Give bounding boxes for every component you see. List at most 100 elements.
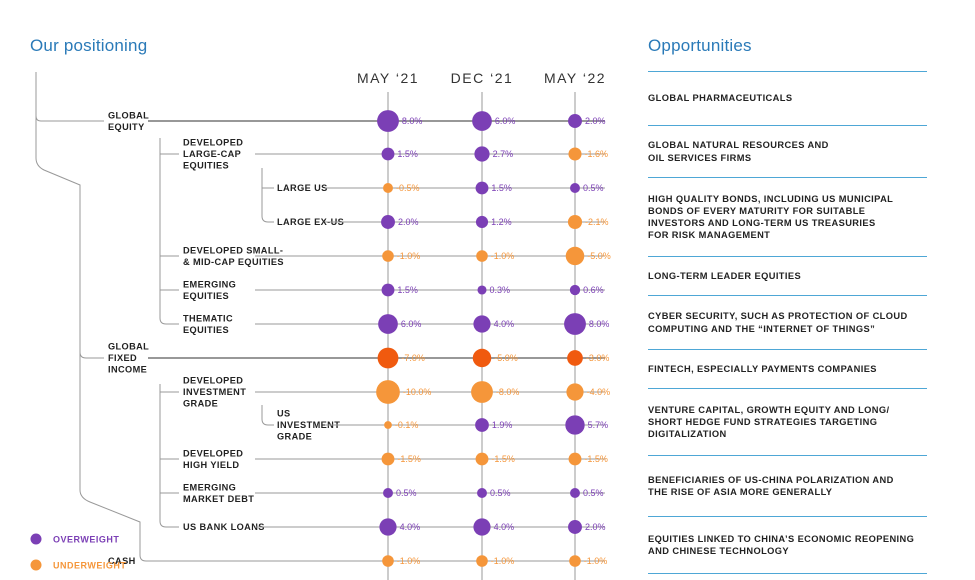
data-label: 1.2% (491, 217, 512, 227)
data-label: 0.3% (490, 285, 511, 295)
opportunity-item: HIGH QUALITY BONDS, INCLUDING US MUNICIP… (648, 178, 927, 256)
legend-label: OVERWEIGHT (53, 534, 119, 544)
data-label: -1.0% (584, 556, 608, 566)
data-label: 4.0% (494, 522, 515, 532)
bubble (565, 246, 585, 266)
bubble (474, 146, 490, 162)
data-label: 0.5% (490, 488, 511, 498)
bubble (475, 215, 489, 229)
row-label: GRADE (277, 432, 312, 442)
opportunity-text-line: OIL SERVICES FIRMS (648, 152, 752, 163)
row-label: DEVELOPED (183, 376, 243, 386)
opportunity-text-line: GLOBAL PHARMACEUTICALS (648, 93, 793, 104)
data-label: -7.0% (401, 353, 425, 363)
opportunity-text-line: FINTECH, ESPECIALLY PAYMENTS COMPANIES (648, 363, 877, 374)
positioning-title: Our positioning (30, 36, 148, 55)
bubble (377, 347, 399, 369)
opportunity-divider (648, 388, 927, 389)
legend-label: UNDERWEIGHT (53, 560, 126, 570)
row-label: LARGE-CAP (183, 149, 241, 159)
connector-fi-children (159, 384, 179, 528)
row-label: EQUITIES (183, 325, 229, 335)
data-label: 8.0% (589, 319, 610, 329)
bubble (382, 250, 394, 262)
row-label: FIXED (108, 353, 137, 363)
data-label: 1.5% (397, 285, 418, 295)
opportunity-text-line: HIGH QUALITY BONDS, INCLUDING US MUNICIP… (648, 193, 894, 204)
bubble (566, 383, 584, 401)
column-header: DEC ‘21 (451, 70, 514, 86)
data-label: -1.5% (397, 454, 421, 464)
opportunity-text-line: SHORT HEDGE FUND STRATEGIES TARGETING (648, 416, 878, 427)
data-label: -5.0% (494, 353, 518, 363)
bubble (570, 488, 580, 498)
overweight-legend-icon (30, 533, 42, 545)
bubble (473, 518, 491, 536)
opportunity-text-line: EQUITIES LINKED TO CHINA’S ECONOMIC REOP… (648, 533, 915, 544)
data-label: -1.0% (397, 251, 421, 261)
row-label: EQUITY (108, 122, 145, 132)
row-label: US BANK LOANS (183, 522, 265, 532)
opportunity-text-line: DIGITALIZATION (648, 429, 727, 440)
data-label: 4.0% (494, 319, 515, 329)
opportunity-item: CYBER SECURITY, SUCH AS PROTECTION OF CL… (648, 296, 927, 349)
data-label: 1.9% (492, 420, 513, 430)
bubble (381, 283, 395, 297)
data-label: 2.0% (585, 522, 606, 532)
bubble (568, 147, 582, 161)
row-label: DEVELOPED (183, 138, 243, 148)
data-label: 6.0% (495, 116, 516, 126)
connector-root-cash (79, 352, 180, 562)
bubble (570, 183, 580, 193)
opportunity-item: GLOBAL NATURAL RESOURCES AND OIL SERVICES… (648, 126, 927, 177)
row-label: EMERGING (183, 482, 236, 492)
bubble (378, 314, 398, 334)
data-label: -2.1% (585, 217, 609, 227)
data-label: 2.0% (585, 116, 606, 126)
data-label: -8.0% (496, 387, 520, 397)
bubble (472, 111, 492, 131)
opportunity-divider (648, 349, 927, 350)
opportunity-divider (648, 455, 927, 456)
data-label: 8.0% (402, 116, 423, 126)
bubble (564, 313, 586, 335)
row-label: CASH (108, 556, 136, 566)
connector-us-ig (261, 405, 274, 426)
row-label: EQUITIES (183, 161, 229, 171)
data-label: 6.0% (401, 319, 422, 329)
data-label: -4.0% (587, 387, 611, 397)
data-label: 0.5% (396, 488, 417, 498)
row-label: LARGE US (277, 183, 328, 193)
opportunity-divider (648, 256, 927, 257)
row-label: HIGH YIELD (183, 460, 239, 470)
bubble (477, 488, 487, 498)
row-label: DEVELOPED (183, 448, 243, 458)
row-label: EQUITIES (183, 291, 229, 301)
column-header: MAY ‘22 (544, 70, 606, 86)
opportunity-text-line: THE RISE OF ASIA MORE GENERALLY (648, 487, 833, 497)
data-label: 0.5% (583, 488, 604, 498)
opportunity-text-line: COMPUTING AND THE “INTERNET OF THINGS” (648, 323, 876, 334)
bubble (569, 284, 581, 296)
row-label: GLOBAL (108, 110, 149, 120)
bubble (384, 421, 392, 429)
bubble (473, 315, 491, 333)
data-label: 0.6% (583, 285, 604, 295)
opportunity-item: VENTURE CAPITAL, GROWTH EQUITY AND LONG/… (648, 389, 927, 455)
opportunity-item: LONG-TERM LEADER EQUITIES (648, 257, 927, 295)
bubble (568, 114, 582, 128)
bubble (567, 350, 583, 366)
data-label: -10.0% (403, 387, 432, 397)
row-label: MARKET DEBT (183, 494, 254, 504)
row-label: GRADE (183, 399, 218, 409)
data-label: -1.5% (491, 454, 515, 464)
bubble (381, 452, 395, 466)
bubble (471, 381, 493, 403)
opportunity-divider (648, 516, 927, 517)
row-label: US (277, 409, 291, 419)
bubble (376, 380, 400, 404)
opportunity-item: GLOBAL PHARMACEUTICALS (648, 72, 927, 125)
bubble (476, 555, 488, 567)
opportunity-text-line: AND CHINESE TECHNOLOGY (648, 546, 790, 556)
data-label: -1.0% (491, 556, 515, 566)
